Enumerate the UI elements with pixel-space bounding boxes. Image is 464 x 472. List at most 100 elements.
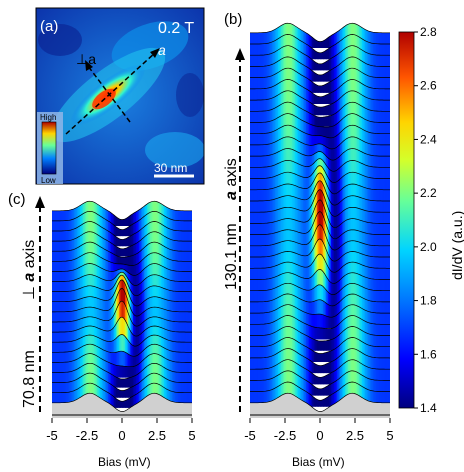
spectrum-line: [250, 370, 390, 390]
x-tick-label: 5: [188, 428, 195, 443]
spectrum-line: [250, 158, 390, 172]
panel-a-map: [36, 8, 204, 184]
spectrum-line: [52, 252, 192, 266]
x-tick-label: 2.5: [346, 428, 364, 443]
colorbar-tick-label: 1.8: [420, 294, 437, 308]
spectrum-line: [250, 337, 390, 354]
spectrum-line: [52, 210, 192, 230]
spectrum-line: [250, 392, 390, 412]
spectrum-fill: [250, 148, 390, 172]
spectrum-line: [250, 34, 390, 54]
spectrum-line: [250, 79, 390, 98]
x-tick-label: 0: [118, 428, 125, 443]
panel-b-label: (b): [224, 11, 242, 28]
perp-axis-arrow: [85, 60, 93, 71]
spectrum-line: [250, 293, 390, 307]
colorbar-tick-label: 1.6: [420, 347, 437, 361]
spectrum-line: [52, 231, 192, 250]
spectrum-line: [250, 124, 390, 139]
x-tick-label: -2.5: [274, 428, 296, 443]
inset-low-label: Low: [41, 176, 56, 185]
spectrum-line: [52, 382, 192, 402]
colorbar-tick-label: 2.4: [420, 132, 437, 146]
spectrum-line: [52, 353, 192, 368]
spectrum-line: [52, 274, 192, 297]
spectrum-line: [249, 348, 391, 366]
spectrum-line: [250, 22, 390, 42]
colorbar-label: dI/dV (a.u.): [449, 211, 464, 280]
spectrum-line: [250, 238, 390, 262]
perp-axis-line: [87, 65, 131, 123]
panel-c-x-axis: -5 -2.5 0 2.5 5: [46, 418, 196, 443]
panel-a-label: (a): [40, 18, 58, 35]
spectrum-line: [250, 101, 390, 118]
panel-b-plot: [249, 22, 391, 418]
spectrum-line: [52, 343, 192, 357]
colorbar-tick-label: 2.2: [420, 186, 437, 200]
field-label: 0.2 T: [158, 20, 194, 37]
panel-b-x-axis: -5 -2.5 0 2.5 5: [244, 418, 394, 443]
spectrum-line: [52, 271, 192, 286]
spectrum-line: [250, 180, 390, 206]
spectrum-line: [52, 316, 192, 337]
panel-c-length: 70.8 nm: [21, 350, 38, 408]
spectrum-line: [250, 136, 390, 150]
spectrum-line: [250, 113, 390, 128]
spectrum-line: [250, 45, 390, 65]
spectrum-line: [52, 287, 192, 317]
panel-c-plot: [52, 200, 192, 418]
spectrum-line: [250, 172, 390, 195]
spectrum-line: [250, 189, 390, 217]
spectrum-line: [250, 315, 390, 330]
spectrum-line: [52, 362, 192, 380]
panel-b-side-axis: a axis: [223, 158, 240, 200]
panel-b-side-arrow-head: [235, 48, 245, 60]
spectrum-line: [250, 359, 390, 378]
a-axis-line: [65, 51, 157, 135]
perp-axis-label: ⊥a: [76, 51, 96, 67]
spectrum-line: [52, 263, 192, 276]
spectrum-line: [52, 392, 192, 412]
spectrum-line: [250, 67, 390, 87]
spectrum-line: [52, 372, 192, 391]
colorbar-tick-label: 1.4: [420, 401, 437, 415]
spectrum-line: [250, 326, 390, 342]
spectrum-line: [52, 279, 192, 307]
x-tick-label: -2.5: [76, 428, 98, 443]
spectrum-line: [250, 199, 390, 228]
x-tick-label: 0: [316, 428, 323, 443]
x-tick-label: -5: [46, 428, 58, 443]
spectrum-line: [250, 282, 390, 295]
a-axis-arrow: [150, 48, 160, 58]
x-tick-label: 5: [386, 428, 393, 443]
colorbar-tick-label: 2.0: [420, 240, 437, 254]
panel-c-label: (c): [8, 191, 26, 208]
spectrum-line: [250, 381, 390, 401]
panel-a-frame: [35, 7, 205, 185]
spectrum-line: [250, 253, 390, 273]
spectrum-line: [52, 300, 192, 327]
spectrum-line: [250, 269, 390, 284]
spectrum-line: [52, 241, 192, 258]
spectrum-line: [52, 200, 192, 220]
panel-c-xlabel: Bias (mV): [98, 455, 151, 469]
spectrum-line: [250, 56, 390, 76]
panel-b-length: 130.1 nm: [223, 223, 240, 290]
inset-colorbar: [41, 121, 57, 175]
spectrum-fill: [250, 158, 390, 183]
spectrum-line: [250, 165, 390, 183]
spectrum-line: [52, 334, 192, 347]
x-tick-label: 2.5: [148, 428, 166, 443]
colorbar-tick-label: 2.8: [420, 25, 437, 39]
a-axis-label: a: [158, 42, 166, 58]
colorbar-ticks: 2.8 2.6 2.4 2.2 2.0 1.8 1.6 1.4: [414, 25, 437, 415]
spectrum-line: [250, 211, 390, 240]
spectrum-line: [250, 90, 390, 108]
spectrum-line: [52, 221, 192, 240]
spectrum-fill: [250, 283, 390, 306]
colorbar: [398, 31, 415, 409]
spectrum-line: [250, 148, 390, 161]
panel-c-side-axis: ⊥ a axis: [21, 240, 38, 300]
spectrum-line: [250, 304, 390, 318]
